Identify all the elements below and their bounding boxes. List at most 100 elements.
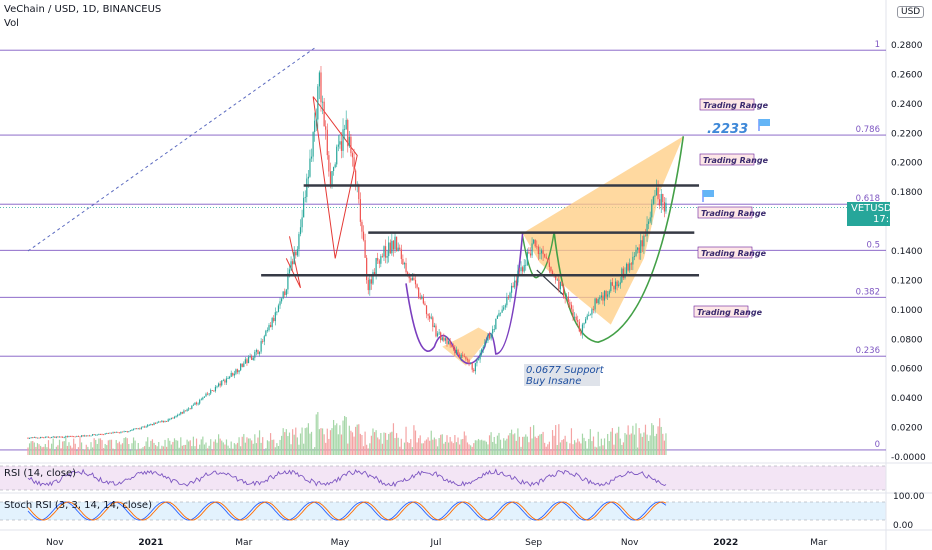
candle-body bbox=[131, 429, 133, 431]
candle-body bbox=[503, 307, 505, 310]
candle-body bbox=[118, 432, 120, 434]
volume-bar bbox=[518, 436, 521, 455]
volume-bar bbox=[170, 444, 172, 455]
candle-body bbox=[353, 157, 355, 171]
candle-body bbox=[326, 129, 328, 156]
volume-bar bbox=[411, 447, 413, 455]
trading-range-box bbox=[699, 153, 755, 166]
candle-body bbox=[232, 372, 234, 376]
candle-body bbox=[373, 272, 376, 275]
volume-bar bbox=[599, 446, 601, 455]
volume-bar bbox=[553, 435, 555, 455]
candle-body bbox=[635, 249, 637, 256]
candle-body bbox=[482, 346, 484, 350]
volume-bar bbox=[125, 437, 127, 455]
volume-bar bbox=[271, 439, 273, 455]
volume-bar bbox=[419, 435, 421, 455]
volume-bar bbox=[309, 433, 311, 455]
candle-body bbox=[529, 253, 532, 256]
candle-body bbox=[372, 272, 374, 284]
currency-button[interactable]: USD bbox=[897, 6, 925, 18]
volume-bar bbox=[408, 443, 410, 455]
candle-body bbox=[173, 416, 176, 419]
volume-bar bbox=[216, 442, 218, 455]
volume-bar bbox=[260, 442, 262, 455]
candle-body bbox=[641, 240, 643, 247]
candle-body bbox=[80, 435, 83, 437]
candle-body bbox=[136, 428, 138, 430]
volume-bar bbox=[555, 425, 557, 455]
candle-body bbox=[126, 431, 128, 432]
candle-body bbox=[575, 316, 577, 320]
candle-body bbox=[625, 263, 628, 274]
candle-body bbox=[57, 436, 59, 438]
volume-bar bbox=[285, 429, 287, 455]
candle-body bbox=[440, 332, 442, 341]
volume-bar bbox=[391, 431, 393, 455]
candle-body bbox=[463, 355, 465, 357]
volume-bar bbox=[476, 440, 478, 455]
volume-bar bbox=[147, 437, 149, 455]
volume-bar bbox=[556, 444, 558, 455]
candle-body bbox=[663, 202, 665, 212]
volume-bar bbox=[614, 433, 617, 455]
volume-bar bbox=[117, 443, 119, 455]
volume-bar bbox=[109, 439, 111, 455]
candle-body bbox=[287, 273, 289, 290]
volume-bar bbox=[514, 433, 516, 455]
volume-bar bbox=[258, 430, 261, 455]
candle-body bbox=[397, 247, 399, 252]
volume-bar bbox=[444, 441, 447, 455]
volume-bar bbox=[206, 448, 209, 455]
candle-body bbox=[66, 436, 68, 438]
candle-body bbox=[550, 266, 552, 272]
volume-bar bbox=[167, 438, 169, 455]
trading-range-box bbox=[697, 206, 753, 219]
volume-bar bbox=[178, 447, 180, 455]
volume-bar bbox=[457, 437, 459, 455]
candle-body bbox=[181, 412, 183, 414]
volume-bar bbox=[389, 432, 391, 455]
candle-body bbox=[619, 282, 621, 285]
volume-bar bbox=[84, 449, 86, 455]
volume-bar bbox=[240, 446, 242, 455]
candle-body bbox=[408, 275, 410, 279]
volume-bar bbox=[44, 443, 46, 455]
candle-body bbox=[581, 324, 584, 335]
candle-body bbox=[452, 346, 454, 349]
volume-bar bbox=[435, 439, 437, 455]
volume-bar bbox=[522, 436, 524, 455]
volume-bar bbox=[80, 442, 83, 455]
volume-bar bbox=[468, 444, 470, 455]
volume-bar bbox=[536, 437, 538, 455]
price-tick-label: 0.0200 bbox=[891, 424, 923, 434]
volume-bar bbox=[98, 438, 100, 455]
candle-body bbox=[665, 202, 667, 212]
candle-body bbox=[222, 380, 224, 382]
candle-body bbox=[175, 416, 177, 417]
volume-bar bbox=[325, 442, 327, 455]
trading-range-label: Trading Range bbox=[697, 308, 763, 317]
volume-bar bbox=[482, 440, 484, 455]
candle-body bbox=[555, 274, 557, 280]
candle-body bbox=[561, 281, 563, 286]
candle-body bbox=[36, 437, 39, 439]
volume-bar bbox=[520, 446, 522, 455]
time-tick-label: May bbox=[331, 538, 350, 548]
candle-body bbox=[367, 280, 369, 291]
volume-bar bbox=[65, 437, 67, 455]
stoch-k-line bbox=[27, 501, 667, 521]
candle-body bbox=[611, 282, 613, 286]
candle-body bbox=[444, 338, 447, 341]
volume-bar bbox=[249, 438, 251, 455]
candle-body bbox=[375, 258, 377, 275]
candle-body bbox=[652, 196, 654, 204]
candle-body bbox=[517, 270, 519, 283]
volume-bar bbox=[649, 435, 651, 455]
target-label: .2233 bbox=[707, 122, 748, 137]
fib-level-label: 0.382 bbox=[856, 287, 880, 297]
volume-bar bbox=[213, 441, 215, 455]
candle-body bbox=[460, 354, 462, 358]
candle-body bbox=[462, 354, 464, 356]
